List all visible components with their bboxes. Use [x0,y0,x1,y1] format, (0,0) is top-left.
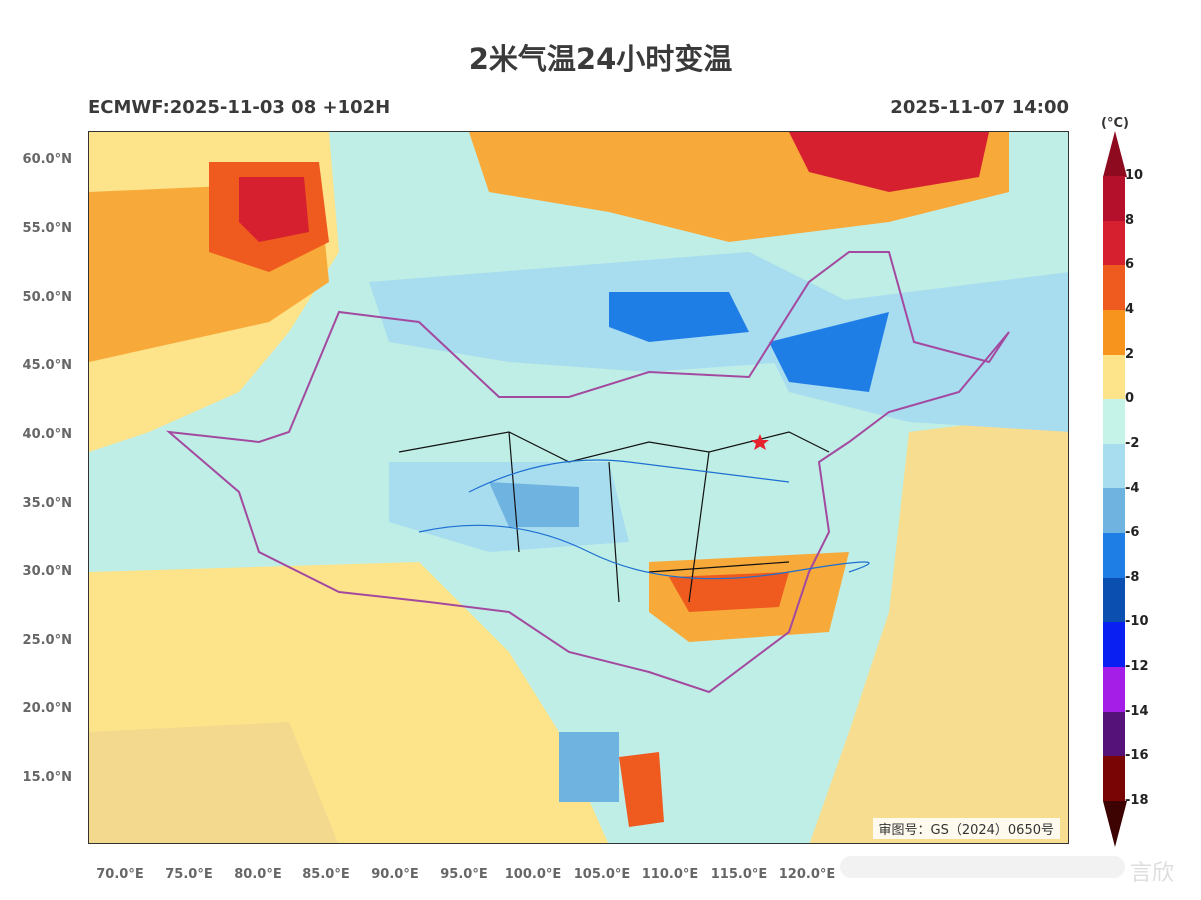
colorbar-label: -18 [1125,793,1149,808]
warm-core-south-china [669,572,789,612]
hot-core-northwest [239,177,309,242]
colorbar-segment [1103,488,1125,534]
colorbar-segment [1103,711,1125,757]
cold-core-northeast [769,312,889,392]
colorbar-label: 4 [1125,301,1135,317]
lat-tick: 50.0°N [22,290,72,305]
lat-tick: 15.0°N [22,770,72,785]
lon-tick: 105.0°E [573,867,631,882]
colorbar [1103,176,1125,801]
lon-tick: 115.0°E [710,867,768,882]
colorbar-segment [1103,176,1125,221]
lat-tick: 40.0°N [22,427,72,442]
colorbar-segment [1103,667,1125,712]
colorbar-segment [1103,220,1125,266]
temperature-change-map[interactable]: 审图号：GS（2024）0650号 [88,131,1069,844]
lon-tick: 80.0°E [234,867,282,882]
colorbar-segment [1103,577,1125,623]
lon-tick: 120.0°E [778,867,836,882]
lat-tick: 25.0°N [22,633,72,648]
lon-tick: 95.0°E [440,867,488,882]
colorbar-label: -4 [1125,480,1140,496]
colorbar-top-arrow [1103,131,1127,177]
lat-tick: 60.0°N [22,152,72,167]
yangtze-river [418,524,870,580]
cool-region-northeast [749,272,1068,432]
colorbar-unit: (°C) [1101,116,1129,131]
watermark-text: 言欣 [1130,861,1175,886]
lon-tick: 110.0°E [641,867,699,882]
colorbar-label: -6 [1125,525,1140,541]
colorbar-label: -16 [1125,748,1149,764]
yellow-river [468,459,790,493]
chart-title: 2米气温24小时变温 [468,42,733,76]
cold-core-plateau [489,482,579,527]
colorbar-label: 0 [1125,391,1135,407]
colorbar-segment [1103,622,1125,668]
country-boundary [165,251,1010,694]
lon-tick: 90.0°E [371,867,419,882]
colorbar-label: -2 [1125,435,1140,451]
lon-tick: 75.0°E [165,867,213,882]
colorbar-segment [1103,354,1125,400]
lat-tick: 30.0°N [22,564,72,579]
colorbar-label: -14 [1125,703,1149,719]
colorbar-segment [1103,309,1125,355]
cold-core-southchina-sea [559,732,619,802]
watermark-bar [840,852,1130,882]
lat-tick: 35.0°N [22,496,72,511]
lat-tick: 45.0°N [22,358,72,373]
colorbar-segment [1103,443,1125,489]
star-icon [751,434,769,450]
colorbar-label: -8 [1125,569,1140,585]
hot-core-north [789,132,989,192]
warm-region-southwest [89,722,339,843]
lon-tick: 85.0°E [302,867,350,882]
lon-tick: 70.0°E [96,867,144,882]
model-run-label: ECMWF:2025-11-03 08 +102H [88,97,391,118]
valid-time-label: 2025-11-07 14:00 [890,97,1069,118]
colorbar-label: 10 [1125,168,1144,183]
colorbar-label: 2 [1125,346,1135,362]
colorbar-segment [1103,533,1125,578]
province-boundaries [398,431,830,603]
colorbar-label: -10 [1125,614,1149,630]
warm-region-east [809,412,1068,843]
colorbar-segment [1103,399,1125,444]
warm-spot-sea [619,752,664,827]
colorbar-segment [1103,756,1125,801]
map-canvas [89,132,1068,843]
colorbar-segment [1103,265,1125,310]
map-review-number: 审图号：GS（2024）0650号 [872,818,1060,839]
colorbar-bottom-arrow [1103,801,1127,847]
cold-core-mongolia [609,292,749,342]
lat-tick: 55.0°N [22,221,72,236]
colorbar-label: -12 [1125,659,1149,675]
lat-tick: 20.0°N [22,701,72,716]
colorbar-label: 8 [1125,212,1135,228]
colorbar-label: 6 [1125,257,1135,273]
lon-tick: 100.0°E [504,867,562,882]
